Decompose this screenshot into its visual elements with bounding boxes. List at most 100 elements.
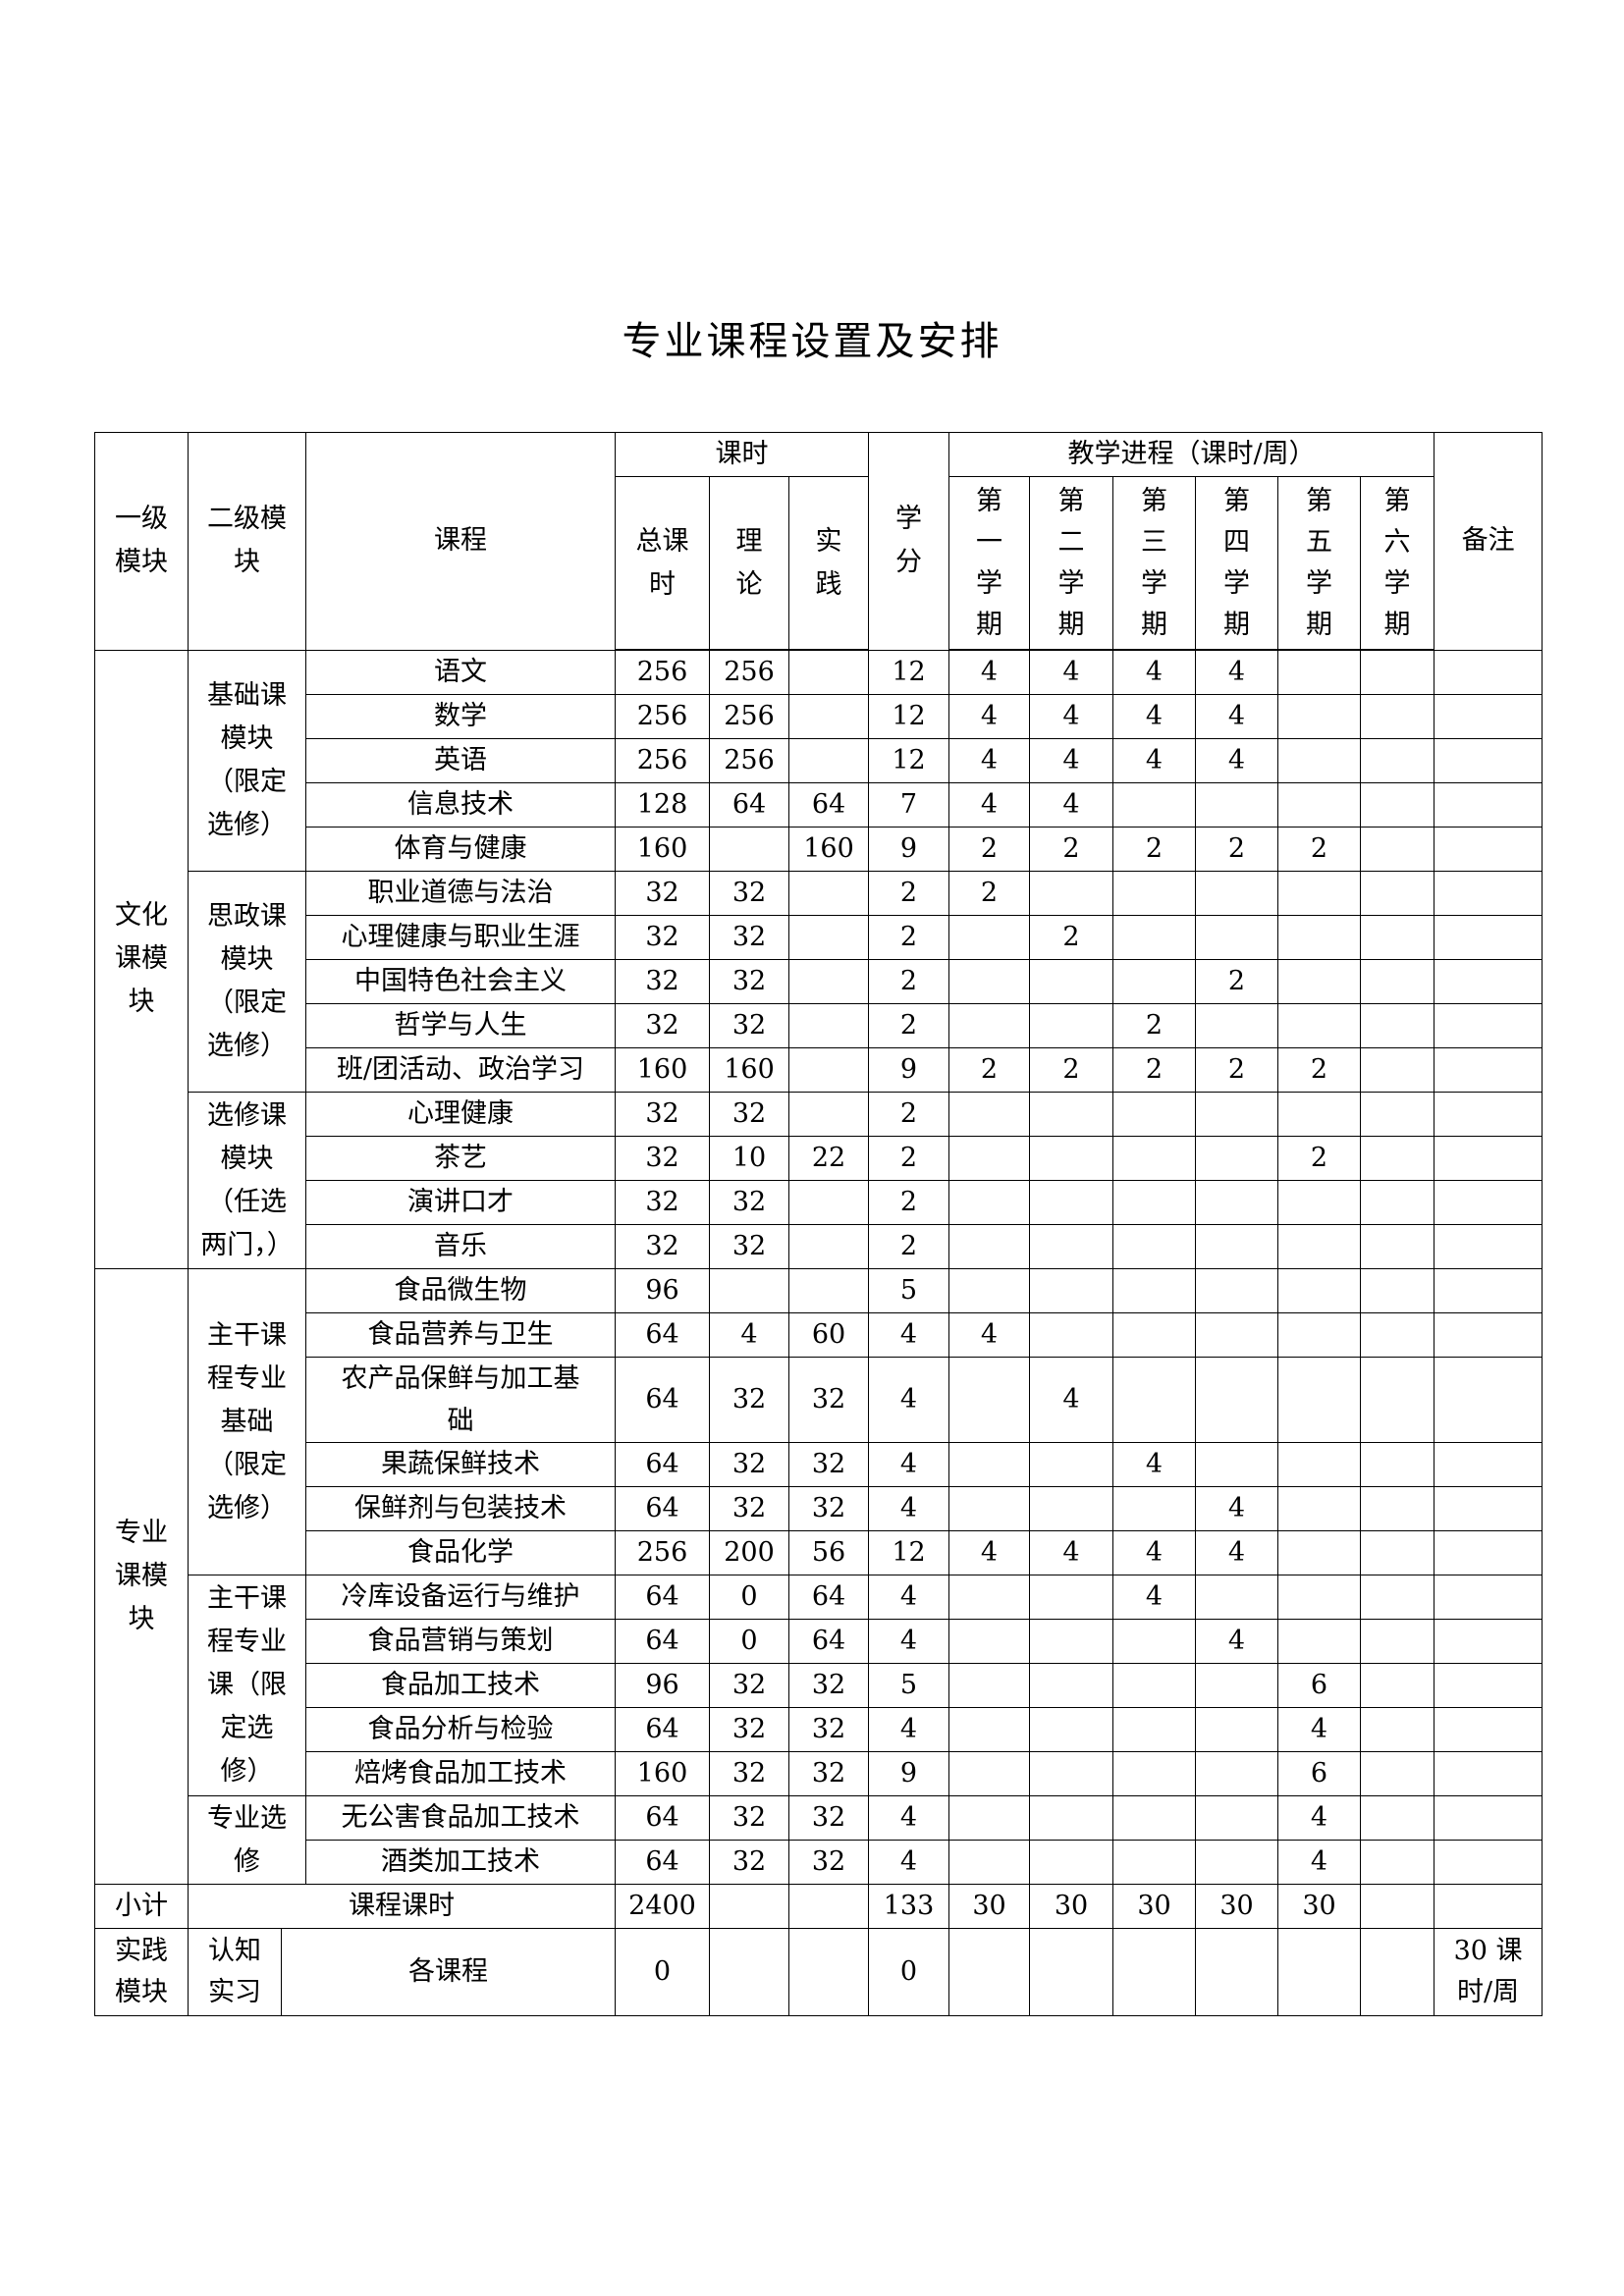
total-hours: 64 xyxy=(615,1486,710,1531)
note xyxy=(1434,1884,1543,1929)
term-3-hours xyxy=(1112,782,1197,828)
table-row: 选修课 模块 （任选 两门，） 心理健康 32 32 2 xyxy=(95,1092,1543,1269)
level1-module: 专业 课模 块 xyxy=(94,1268,189,1885)
term-6-hours xyxy=(1360,1180,1435,1225)
term-5-hours xyxy=(1277,694,1362,739)
header-practice: 实 践 xyxy=(787,476,870,651)
subtotal-label: 小计 xyxy=(94,1884,189,1929)
term-6-hours xyxy=(1360,649,1435,695)
term-4-hours xyxy=(1195,1268,1279,1313)
total-hours: 96 xyxy=(615,1268,710,1313)
total-hours: 128 xyxy=(615,782,710,828)
term-2-hours xyxy=(1029,1136,1114,1181)
theory-hours: 32 xyxy=(709,1180,789,1225)
term-4-hours xyxy=(1195,1092,1279,1137)
table-row: 食品加工技术 96 32 32 5 6 xyxy=(95,1663,1543,1708)
course-name: 班/团活动、政治学习 xyxy=(305,1047,616,1093)
term-3-hours xyxy=(1112,1312,1197,1358)
table-row: 中国特色社会主义 32 32 2 2 xyxy=(95,959,1543,1004)
theory-hours: 32 xyxy=(709,1357,789,1443)
note xyxy=(1434,738,1543,783)
note xyxy=(1434,1312,1543,1358)
term-5-hours xyxy=(1277,1619,1362,1664)
credit: 0 xyxy=(868,1928,950,2016)
term-2-hours xyxy=(1029,1268,1114,1313)
header-total: 总课 时 xyxy=(615,476,710,651)
header-note: 备注 xyxy=(1434,432,1543,651)
term-5-hours xyxy=(1277,738,1362,783)
term-4-hours xyxy=(1195,1795,1279,1841)
header-term-5: 第 五 学 期 xyxy=(1277,476,1362,651)
term-4-hours xyxy=(1195,1707,1279,1752)
term-5-hours xyxy=(1277,649,1362,695)
term-1-hours xyxy=(948,1707,1031,1752)
term-2-hours xyxy=(1029,1003,1114,1048)
term-3-hours xyxy=(1112,1795,1197,1841)
term-4-hours xyxy=(1195,871,1279,916)
practice-hours xyxy=(787,1092,870,1137)
course-name: 果蔬保鲜技术 xyxy=(305,1442,616,1487)
term-2-hours xyxy=(1029,1442,1114,1487)
level2-module: 主干课 程专业 课（限 定选 修） xyxy=(188,1575,306,1796)
practice-module-label: 实践 模块 xyxy=(94,1928,189,2016)
term-2-hours xyxy=(1029,1840,1114,1885)
term-2-hours: 2 xyxy=(1029,915,1114,960)
theory-hours: 32 xyxy=(709,1092,789,1137)
credit: 2 xyxy=(868,959,950,1004)
theory-hours: 32 xyxy=(709,1840,789,1885)
term-1-hours xyxy=(948,1575,1031,1620)
term-3-hours xyxy=(1112,1268,1197,1313)
term-1-hours xyxy=(948,1751,1031,1796)
term-5-hours xyxy=(1277,1486,1362,1531)
practice-hours: 64 xyxy=(787,782,870,828)
term-4-hours xyxy=(1195,1003,1279,1048)
term-6-hours xyxy=(1360,1092,1435,1137)
level2-module: 选修课 模块 （任选 两门，） xyxy=(188,1092,306,1269)
table-row: 专业 课模 块主干课 程专业 基础 （限定 选修） 食品微生物 96 5 xyxy=(94,1268,1543,1885)
term-1-hours: 4 xyxy=(948,782,1031,828)
term-3-hours: 4 xyxy=(1112,649,1197,695)
table-row: 英语 256 256 12 4 4 4 4 xyxy=(95,738,1543,783)
term-5-hours xyxy=(1277,1224,1362,1269)
credit: 12 xyxy=(868,738,950,783)
credit: 9 xyxy=(868,1751,950,1796)
theory-hours: 0 xyxy=(709,1619,789,1664)
total-hours: 32 xyxy=(615,1092,710,1137)
note xyxy=(1434,1268,1543,1313)
term-2-hours xyxy=(1029,1312,1114,1358)
course-name: 语文 xyxy=(305,649,616,695)
term-6-hours xyxy=(1360,1530,1435,1575)
table-row: 数学 256 256 12 4 4 4 4 xyxy=(95,694,1543,739)
practice-hours: 56 xyxy=(787,1530,870,1575)
header-theory: 理 论 xyxy=(709,476,789,651)
header-term-4: 第 四 学 期 xyxy=(1195,476,1279,651)
course-name: 英语 xyxy=(305,738,616,783)
practice-hours xyxy=(787,1884,870,1929)
total-hours: 32 xyxy=(615,915,710,960)
term-5-hours xyxy=(1277,1442,1362,1487)
term-3-hours xyxy=(1112,1224,1197,1269)
note xyxy=(1434,1180,1543,1225)
term-1-hours: 2 xyxy=(948,827,1031,872)
practice-hours: 32 xyxy=(787,1795,870,1841)
practice-hours xyxy=(787,959,870,1004)
term-1-hours xyxy=(948,1092,1031,1137)
header-level1: 一级 模块 xyxy=(94,432,189,651)
theory-hours: 32 xyxy=(709,1003,789,1048)
note xyxy=(1434,1003,1543,1048)
practice-hours xyxy=(787,694,870,739)
practice-hours: 32 xyxy=(787,1442,870,1487)
term-2-hours: 4 xyxy=(1029,1357,1114,1443)
term-4-hours xyxy=(1195,1928,1279,2016)
header-level2: 二级模 块 xyxy=(188,432,306,651)
term-5-hours xyxy=(1277,915,1362,960)
table-row: 农产品保鲜与加工基 础 64 32 32 4 4 xyxy=(95,1357,1543,1443)
term-4-hours xyxy=(1195,1224,1279,1269)
level1-module: 文化 课模 块 xyxy=(94,649,189,1269)
practice-hours xyxy=(787,1268,870,1313)
total-hours: 256 xyxy=(615,649,710,695)
total-hours: 160 xyxy=(615,1751,710,1796)
theory-hours xyxy=(709,1928,789,2016)
credit: 4 xyxy=(868,1312,950,1358)
term-6-hours xyxy=(1360,1486,1435,1531)
